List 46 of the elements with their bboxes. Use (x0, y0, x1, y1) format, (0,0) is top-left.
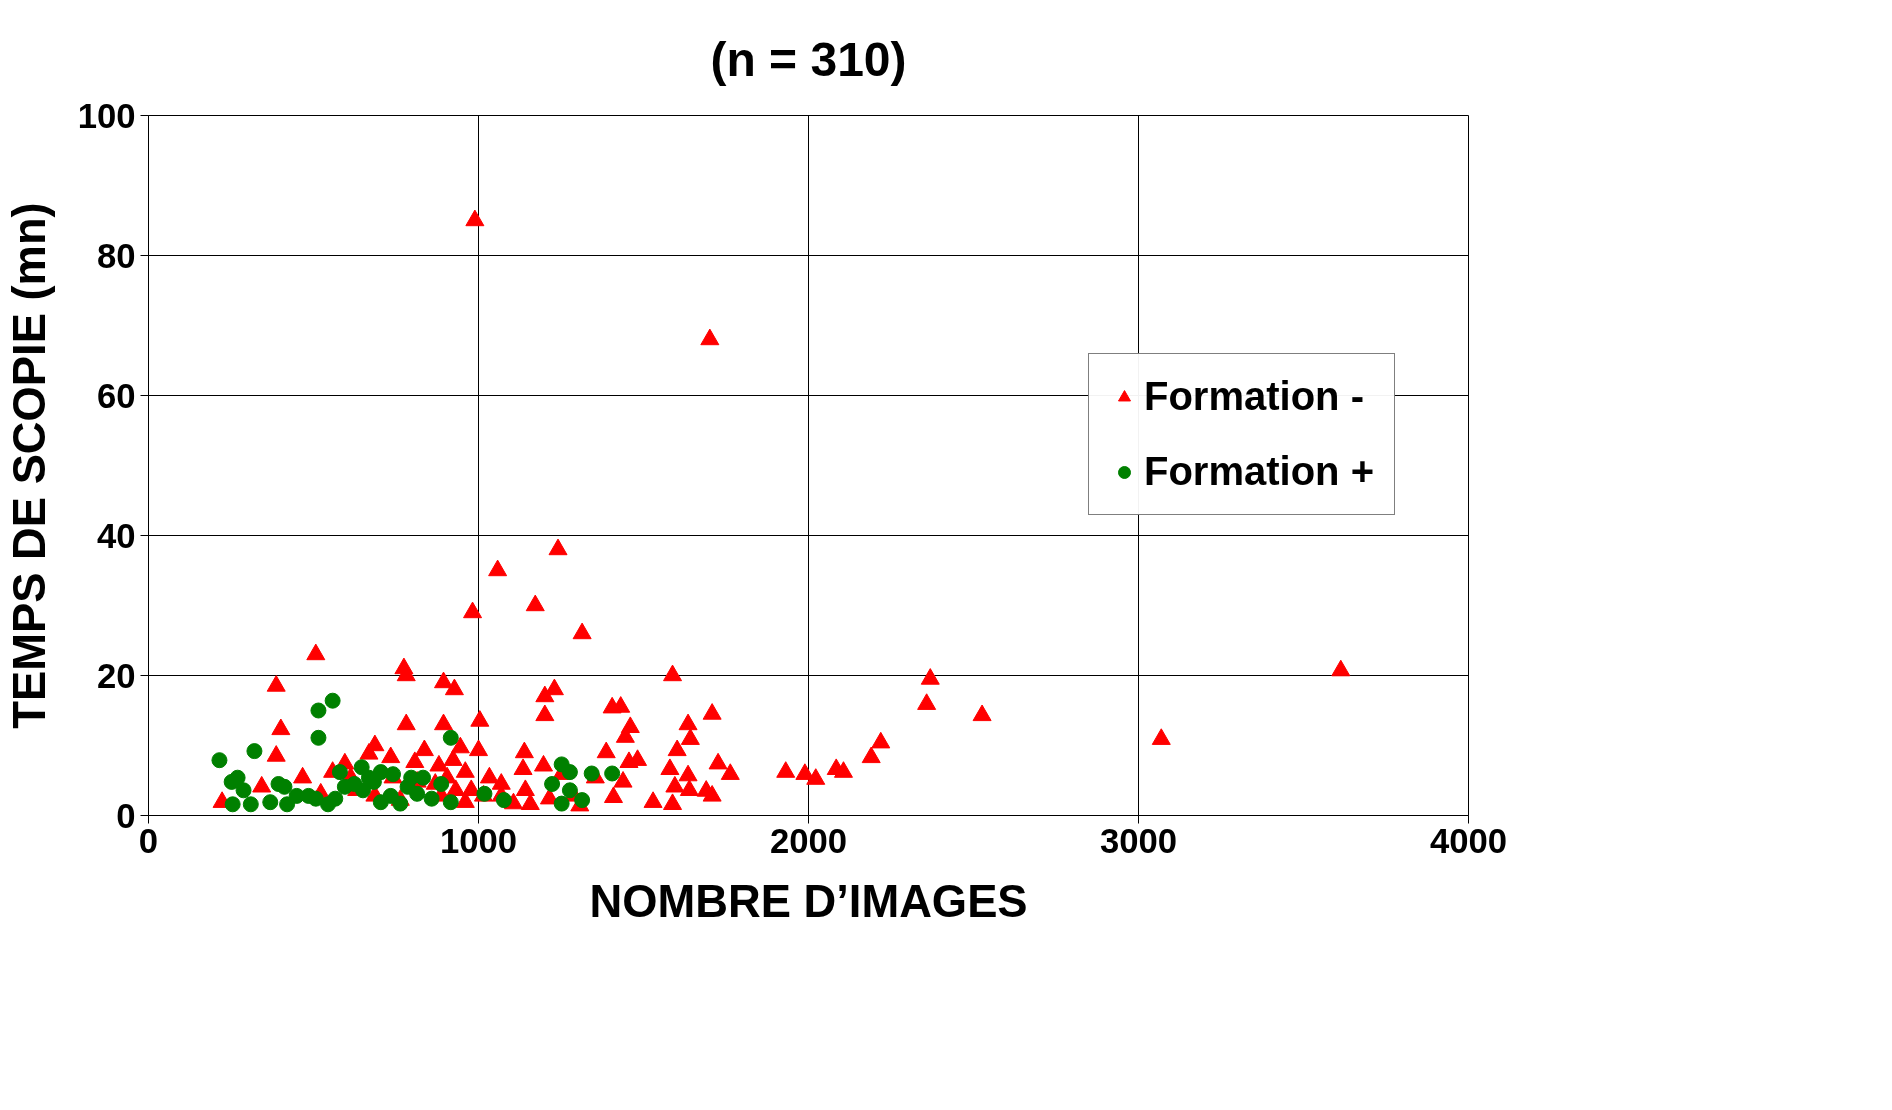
y-tick-label: 40 (96, 516, 136, 555)
x-axis-title: NOMBRE D’IMAGES (589, 875, 1028, 927)
point (242, 796, 259, 813)
point (544, 776, 561, 792)
legend-label: Formation + (1144, 449, 1375, 494)
y-tick-label: 80 (96, 236, 136, 275)
x-tick-label: 4000 (1429, 821, 1508, 860)
y-tick-label: 20 (96, 656, 136, 695)
point (561, 782, 578, 799)
point (574, 792, 591, 809)
point (442, 729, 459, 746)
point (442, 794, 459, 811)
legend-label: Formation - (1144, 374, 1364, 419)
point (310, 729, 327, 746)
point (331, 764, 348, 781)
point (324, 692, 341, 709)
point (433, 776, 450, 792)
point (583, 765, 600, 782)
chart-title: (n = 310) (710, 32, 907, 86)
point (392, 795, 409, 812)
point (553, 795, 570, 812)
point (276, 778, 293, 795)
y-tick-label: 100 (77, 96, 136, 135)
point (355, 782, 371, 799)
point (403, 769, 420, 786)
point (307, 790, 324, 807)
point (224, 796, 241, 813)
point (604, 765, 621, 782)
point (229, 769, 246, 786)
y-tick-label: 0 (116, 796, 136, 835)
x-tick-label: 3000 (1099, 821, 1178, 860)
y-tick-label: 60 (96, 376, 136, 415)
point (246, 743, 263, 760)
x-tick-label: 2000 (769, 821, 848, 860)
point (235, 782, 252, 799)
y-axis-title: TEMPS DE SCOPIE (mn) (3, 202, 55, 729)
point (561, 764, 578, 781)
point (327, 790, 344, 807)
point (372, 764, 389, 781)
point (211, 752, 228, 769)
point (262, 794, 279, 811)
x-tick-label: 1000 (439, 821, 518, 860)
point (495, 792, 512, 809)
point (310, 702, 327, 719)
point (423, 790, 440, 807)
point (409, 785, 426, 802)
